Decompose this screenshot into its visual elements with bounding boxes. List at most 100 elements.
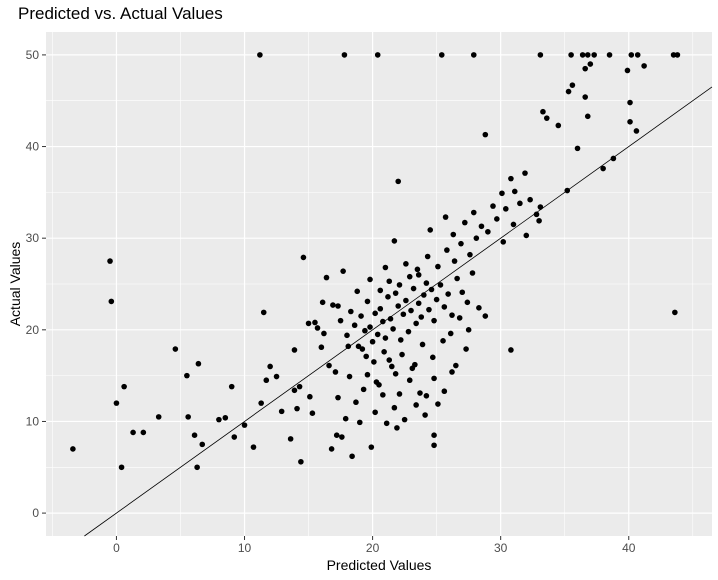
data-point [445,291,451,297]
data-point [428,286,435,293]
data-point [391,404,398,411]
data-point [494,216,500,222]
data-point [372,409,378,416]
data-point [431,317,437,324]
data-point [121,383,127,390]
data-point [499,190,505,197]
data-point [278,408,285,415]
data-point [462,219,468,226]
data-point [360,386,367,393]
data-point [345,343,352,350]
data-point [421,292,427,298]
data-point [449,369,455,375]
y-axis-title: Actual Values [7,242,23,327]
data-point [485,228,491,235]
y-tick-label: 40 [26,140,40,154]
x-tick-label: 0 [113,541,120,555]
data-point [641,63,647,69]
data-point [184,372,190,379]
data-point [624,67,631,74]
data-point [258,400,264,406]
data-point [385,294,391,300]
data-point [108,298,115,305]
data-point [300,254,307,261]
data-point [523,232,530,239]
data-point [172,346,179,352]
data-point [453,362,459,369]
data-point [413,402,419,408]
data-point [672,309,678,316]
data-point [386,278,393,285]
data-point [447,330,454,337]
data-point [273,373,280,380]
data-point [417,390,423,396]
data-point [423,280,430,286]
data-point [241,422,248,428]
data-point [478,223,485,230]
data-point [364,298,371,305]
data-point [107,258,113,264]
data-point [348,308,354,315]
data-point [195,360,202,367]
data-point [633,128,640,134]
data-point [508,347,514,353]
data-point [387,316,394,322]
data-point [419,341,426,348]
data-point [382,264,389,271]
data-point [458,240,464,247]
tick-labels: 0 10 20 30 40 0 10 20 30 40 50 [26,48,636,555]
data-point [510,221,517,228]
data-point [312,319,318,326]
data-point [374,52,381,58]
data-point [408,307,414,314]
data-point [413,320,419,327]
data-point [451,258,458,264]
data-point [456,315,463,321]
data-point [511,188,518,195]
data-point [429,354,436,361]
data-point [569,82,576,88]
data-point [140,429,147,436]
data-point [464,299,471,306]
data-point [482,313,489,319]
data-point [330,302,336,308]
data-point [367,324,373,330]
data-point [381,349,387,355]
data-point [367,276,373,283]
data-point [467,251,473,258]
data-point [568,52,574,58]
data-point [377,305,384,312]
data-point [314,325,321,331]
data-point [469,270,476,276]
data-point [332,369,339,375]
data-point [431,442,437,449]
data-point [533,211,540,218]
data-point [415,272,422,278]
data-point [555,122,562,129]
data-point [354,288,361,295]
data-point [319,299,326,306]
data-point [199,441,206,448]
data-point [298,458,304,465]
data-point [582,94,589,100]
data-point [318,344,325,351]
data-point [394,425,400,431]
data-point [389,363,395,370]
data-point [470,209,477,216]
data-point [435,263,441,270]
data-point [305,320,312,327]
data-point [222,414,229,421]
data-point [418,314,425,320]
data-point [353,399,359,406]
data-point [628,52,635,58]
x-tick-label: 20 [366,541,380,555]
data-point [431,375,437,382]
x-tick-label: 10 [238,541,252,555]
data-point [356,419,363,426]
data-point [185,414,191,420]
data-point [392,290,399,296]
data-point [527,196,533,203]
data-point [358,313,364,319]
data-point [267,363,273,370]
